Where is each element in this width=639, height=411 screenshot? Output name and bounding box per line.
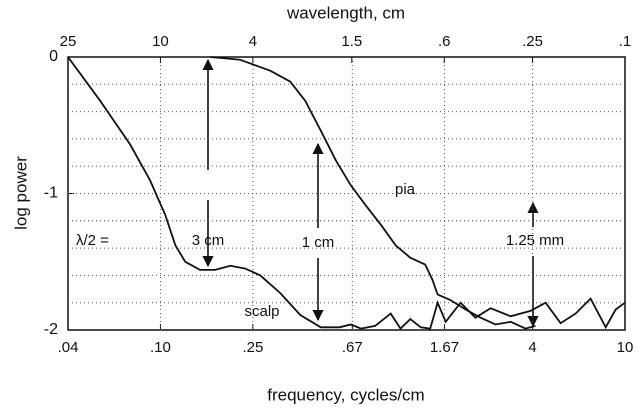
line [67,56,626,331]
top-tick-label: 1.5 [341,33,362,50]
series-label: pia [395,181,416,198]
x-axis-title: frequency, cycles/cm [267,385,424,404]
x-tick-label: .67 [342,339,363,356]
top-tick-label: 25 [60,33,77,50]
line [210,56,536,330]
x-tick-label: .10 [150,339,171,356]
y-tick-label: -1 [44,185,58,202]
x-tick-label: 4 [528,339,536,356]
x-tick-label: .25 [242,339,263,356]
y-tick-label: 0 [49,48,58,65]
top-axis-title: wavelength, cm [286,3,405,22]
top-tick-label: .25 [522,33,543,50]
top-tick-label: .6 [438,33,451,50]
x-tick-label: 10 [617,339,634,356]
top-tick-label: 10 [152,33,169,50]
y-axis-title: log power [11,156,30,230]
annotation: 1.25 mm [506,232,564,249]
annotation: λ/2 = [76,232,109,249]
x-tick-label: 1.67 [430,339,459,356]
top-tick-label: 4 [249,33,257,50]
y-tick-label: -2 [44,321,58,338]
top-tick-label: .1 [619,33,632,50]
annotation: 1 cm [302,234,335,251]
series-label: scalp [244,303,279,320]
x-tick-label: .04 [58,339,79,356]
plot-frame [67,56,626,331]
